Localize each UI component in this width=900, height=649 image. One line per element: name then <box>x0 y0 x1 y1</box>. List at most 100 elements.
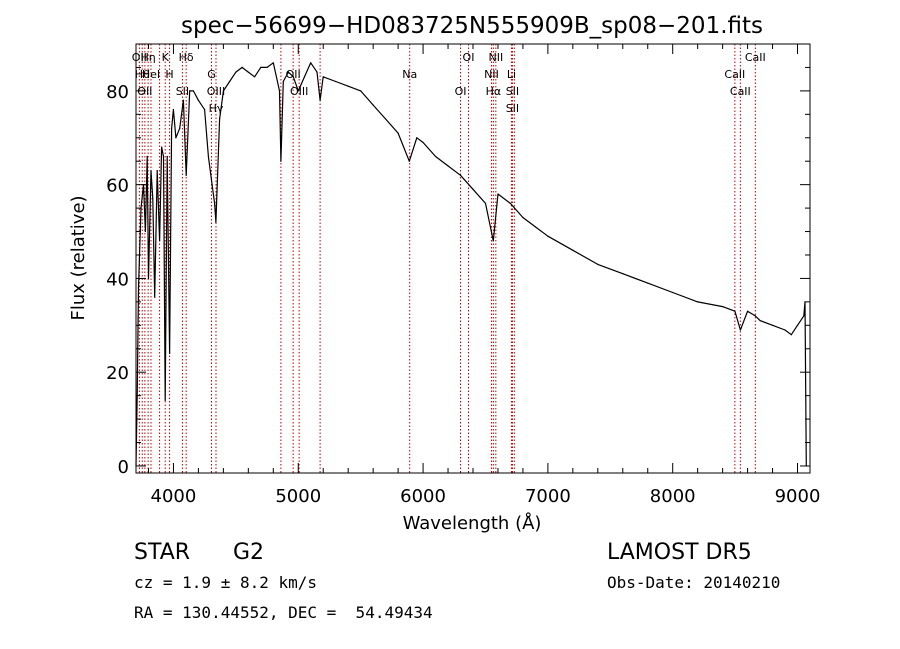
line-marker-label: OI <box>463 51 475 64</box>
data-point <box>597 263 599 265</box>
data-point <box>297 90 299 92</box>
plot-frame <box>135 43 811 474</box>
data-point <box>211 184 213 186</box>
data-point <box>241 66 243 68</box>
data-point <box>247 71 249 73</box>
data-point <box>179 127 181 129</box>
data-point <box>522 216 524 219</box>
data-point <box>162 155 165 158</box>
x-tick-label: 6000 <box>400 486 446 507</box>
coordinates: RA = 130.44552, DEC = 54.49434 <box>134 603 433 622</box>
obs-date: Obs-Date: 20140210 <box>607 573 781 592</box>
data-point <box>219 118 221 120</box>
line-marker-label: CaII <box>745 51 766 64</box>
data-point <box>154 296 156 298</box>
data-point <box>164 399 166 401</box>
spectrum-line <box>135 62 807 467</box>
line-marker-label: Na <box>402 68 417 81</box>
x-axis-label: Wavelength (Å) <box>403 512 542 534</box>
data-point <box>146 155 148 158</box>
line-marker-label: K <box>162 51 170 64</box>
data-point <box>144 230 146 233</box>
line-marker-label: OIII <box>207 85 225 98</box>
line-marker-label: Li <box>507 68 516 81</box>
line-marker-label: SII <box>506 85 519 98</box>
object-class: STAR <box>134 540 191 565</box>
data-point <box>150 170 152 172</box>
x-tick-label: 8000 <box>650 486 696 507</box>
y-tick-label: 60 <box>106 176 129 197</box>
data-point <box>509 202 511 204</box>
data-point <box>287 71 289 73</box>
data-point <box>272 62 274 64</box>
data-point <box>803 315 805 317</box>
data-point <box>189 90 191 92</box>
line-marker-label: OII <box>286 68 301 81</box>
data-point <box>152 198 154 200</box>
line-marker-label: Hη <box>140 51 155 64</box>
line-marker-label: SII <box>176 85 189 98</box>
line-marker-labels: OIIHθOIIHηHeIKHSIIHδGOIIIHγOIIOIIINaOIOI… <box>132 51 766 115</box>
line-marker-label: Hα <box>486 85 502 98</box>
data-point <box>572 249 574 251</box>
data-point <box>169 352 171 354</box>
x-tick-label: 5000 <box>275 486 321 507</box>
x-tick-label: 7000 <box>525 486 571 507</box>
data-point <box>739 329 742 331</box>
redshift: cz = 1.9 ± 8.2 km/s <box>134 573 318 592</box>
data-point <box>175 137 177 139</box>
data-point <box>435 155 437 158</box>
data-point <box>185 174 187 176</box>
data-point <box>672 291 674 294</box>
data-point <box>147 277 150 279</box>
data-point <box>534 226 537 228</box>
data-point <box>422 141 424 144</box>
data-point <box>360 90 362 92</box>
data-point <box>492 240 494 242</box>
x-axis: 4000 5000 6000 7000 8000 9000 <box>147 44 820 507</box>
data-point <box>397 132 399 134</box>
line-marker-label: SII <box>506 102 519 115</box>
data-point <box>472 188 474 190</box>
data-point <box>229 80 231 83</box>
data-point <box>347 85 349 87</box>
line-marker-label: Hθ <box>135 68 150 81</box>
line-marker-label: CaII <box>730 85 751 98</box>
data-point <box>484 202 487 204</box>
data-point <box>260 66 262 68</box>
data-point <box>784 329 786 331</box>
data-point <box>197 99 199 101</box>
line-marker-label: G <box>207 68 216 81</box>
data-point <box>214 202 216 204</box>
data-point <box>156 170 158 172</box>
data-point <box>222 90 224 92</box>
y-axis: 0 20 40 60 80 <box>106 43 810 478</box>
line-marker-label: CaII <box>724 68 745 81</box>
data-point <box>385 118 387 120</box>
data-point <box>137 287 140 289</box>
data-point <box>172 109 174 111</box>
line-marker-label: Hδ <box>179 51 194 64</box>
data-point <box>697 301 699 303</box>
data-point <box>303 76 306 78</box>
data-point <box>622 273 624 275</box>
data-point <box>722 306 724 308</box>
data-point <box>254 76 256 78</box>
data-point <box>322 76 324 78</box>
subclass: G2 <box>233 540 265 565</box>
data-point <box>647 282 649 284</box>
data-point <box>754 315 756 317</box>
data-point <box>497 193 499 195</box>
y-axis-label: Flux (relative) <box>68 195 89 320</box>
chart-title: spec−56699−HD083725N555909B_sp08−201.fit… <box>181 13 763 39</box>
data-point <box>408 160 410 162</box>
data-point <box>759 320 761 322</box>
line-marker-label: H <box>165 68 173 81</box>
data-point <box>282 80 284 83</box>
data-point <box>292 76 294 78</box>
data-point <box>319 99 321 101</box>
y-tick-label: 80 <box>106 82 129 103</box>
line-marker-label: OI <box>455 85 467 98</box>
line-marker-label: NII <box>488 51 503 64</box>
